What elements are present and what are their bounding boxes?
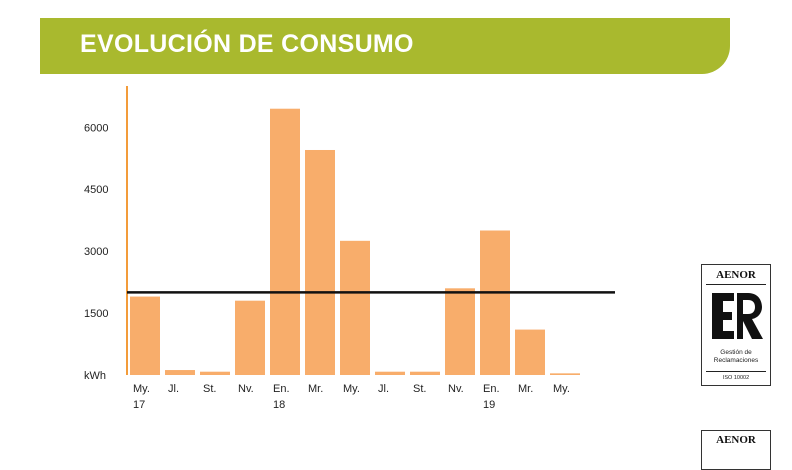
- x-tick-label: En.: [273, 383, 290, 395]
- certificate-divider: [706, 284, 766, 285]
- certificate-caption-line-1: Gestión de: [720, 349, 752, 356]
- x-tick-label: Mr.: [308, 383, 323, 395]
- x-tick-year-label: 19: [483, 399, 495, 411]
- x-tick-label: En.: [483, 383, 500, 395]
- bar: [270, 108, 300, 375]
- y-tick-label: 3000: [84, 246, 108, 258]
- x-tick-label: Nv.: [238, 383, 254, 395]
- y-tick-label: 4500: [84, 184, 108, 196]
- x-tick-label: St.: [413, 383, 426, 395]
- bar: [340, 240, 370, 375]
- x-tick-year-label: 18: [273, 399, 285, 411]
- x-tick-label: Jl.: [378, 383, 389, 395]
- bar: [410, 371, 440, 375]
- x-tick-label: My.: [133, 383, 150, 395]
- x-tick-label: My.: [343, 383, 360, 395]
- aenor-certificate-logo-secondary: AENOR: [701, 430, 771, 470]
- x-tick-label: My.: [553, 383, 570, 395]
- er-mark-icon: [712, 293, 763, 339]
- bar: [130, 296, 160, 375]
- bar: [165, 370, 195, 375]
- x-tick-label: Jl.: [168, 383, 179, 395]
- bar: [445, 288, 475, 375]
- x-tick-label: Mr.: [518, 383, 533, 395]
- bar: [375, 371, 405, 375]
- bar: [550, 373, 580, 375]
- certificate-caption: Gestión de Reclamaciones: [702, 349, 770, 365]
- x-tick-label: St.: [203, 383, 216, 395]
- certificate-code: ISO 10002: [722, 375, 750, 381]
- bar: [235, 300, 265, 375]
- certificate-brand-secondary: AENOR: [716, 434, 756, 446]
- y-tick-label: 6000: [84, 122, 108, 134]
- bar: [480, 230, 510, 375]
- section-title: EVOLUCIÓN DE CONSUMO: [80, 30, 414, 58]
- bar: [200, 371, 230, 375]
- bar: [305, 149, 335, 375]
- x-tick-year-label: 17: [133, 399, 145, 411]
- certificate-brand: AENOR: [716, 269, 756, 281]
- y-tick-label: kWh: [84, 370, 106, 382]
- certificate-divider-bottom: [706, 371, 766, 372]
- aenor-certificate-logo: AENOR Gestión de Reclamaciones ISO 10002: [701, 264, 771, 386]
- y-tick-label: 1500: [84, 308, 108, 320]
- section-banner: EVOLUCIÓN DE CONSUMO: [40, 18, 730, 74]
- consumption-chart: kWh 1500 3000 4500 6000 My. 17 Jl. St. Nv. En. 18 Mr…: [84, 86, 615, 411]
- certificate-caption-line-2: Reclamaciones: [713, 357, 759, 364]
- x-tick-label: Nv.: [448, 383, 464, 395]
- bar: [515, 329, 545, 375]
